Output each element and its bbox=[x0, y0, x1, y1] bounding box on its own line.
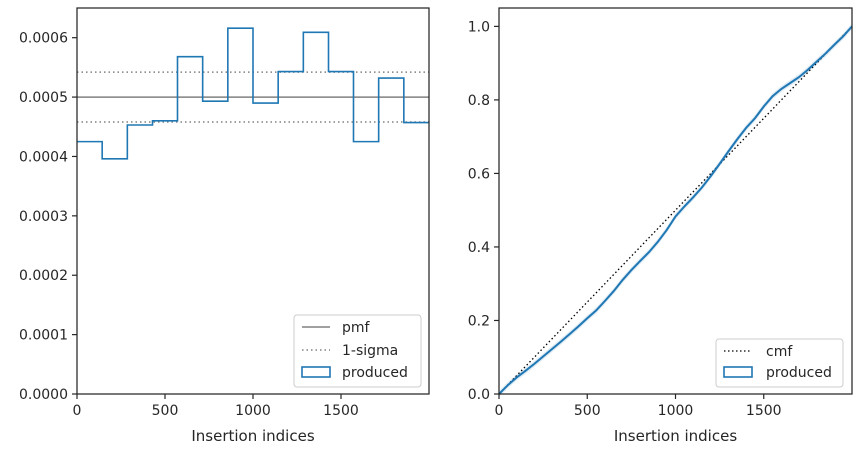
y-tick-label: 0.0002 bbox=[19, 268, 68, 284]
y-tick-label: 0.8 bbox=[468, 93, 490, 109]
y-tick-label: 1.0 bbox=[468, 19, 490, 35]
legend-produced-swatch-right bbox=[723, 366, 753, 378]
y-tick-label: 0.4 bbox=[468, 240, 490, 256]
x-tick-label: 500 bbox=[152, 403, 179, 419]
left-legend: pmf 1-sigma produced bbox=[293, 314, 422, 388]
legend-produced-swatch bbox=[301, 366, 331, 378]
produced-cumulative-line bbox=[498, 25, 853, 395]
right-axes-frame bbox=[498, 7, 853, 395]
left-legend-box bbox=[293, 314, 422, 388]
x-tick-label: 0 bbox=[73, 403, 82, 419]
cmf-panel: 0 500 1000 1500 0.0 0.2 0.4 0.6 0.8 1.0 Insertion… bbox=[468, 7, 853, 445]
legend-pmf-label: pmf bbox=[342, 320, 371, 336]
y-tick-label: 0.0004 bbox=[19, 149, 68, 165]
x-tick-label: 1000 bbox=[235, 403, 271, 419]
legend-one-sigma-label: 1-sigma bbox=[342, 343, 398, 359]
y-tick-label: 0.0006 bbox=[19, 31, 68, 47]
x-tick-label: 1000 bbox=[658, 403, 694, 419]
right-x-axis-label: Insertion indices bbox=[614, 427, 737, 445]
y-tick-label: 0.6 bbox=[468, 166, 490, 182]
right-legend: cmf produced bbox=[715, 338, 844, 388]
right-axis-ticks: 0 500 1000 1500 0.0 0.2 0.4 0.6 0.8 1.0 bbox=[468, 19, 782, 419]
produced-step-histogram bbox=[77, 27, 429, 160]
legend-produced-label-right: produced bbox=[766, 365, 832, 381]
cmf-line bbox=[498, 25, 853, 395]
x-tick-label: 500 bbox=[574, 403, 601, 419]
y-tick-label: 0.0001 bbox=[19, 328, 68, 344]
pmf-panel: 0 500 1000 1500 0.0000 0.0001 0.0002 0.0003 0.00… bbox=[19, 7, 430, 445]
left-axes-frame bbox=[76, 7, 430, 395]
left-x-axis-label: Insertion indices bbox=[191, 427, 314, 445]
legend-produced-label: produced bbox=[342, 365, 408, 381]
x-tick-label: 1500 bbox=[323, 403, 359, 419]
legend-cmf-label: cmf bbox=[766, 344, 793, 360]
left-axis-ticks: 0 500 1000 1500 0.0000 0.0001 0.0002 0.0003 0.00… bbox=[19, 31, 359, 419]
x-tick-label: 0 bbox=[495, 403, 504, 419]
y-tick-label: 0.0 bbox=[468, 387, 490, 403]
right-legend-box bbox=[715, 338, 844, 388]
y-tick-label: 0.2 bbox=[468, 313, 490, 329]
y-tick-label: 0.0003 bbox=[19, 209, 68, 225]
y-tick-label: 0.0000 bbox=[19, 387, 68, 403]
y-tick-label: 0.0005 bbox=[19, 90, 68, 106]
x-tick-label: 1500 bbox=[746, 403, 782, 419]
